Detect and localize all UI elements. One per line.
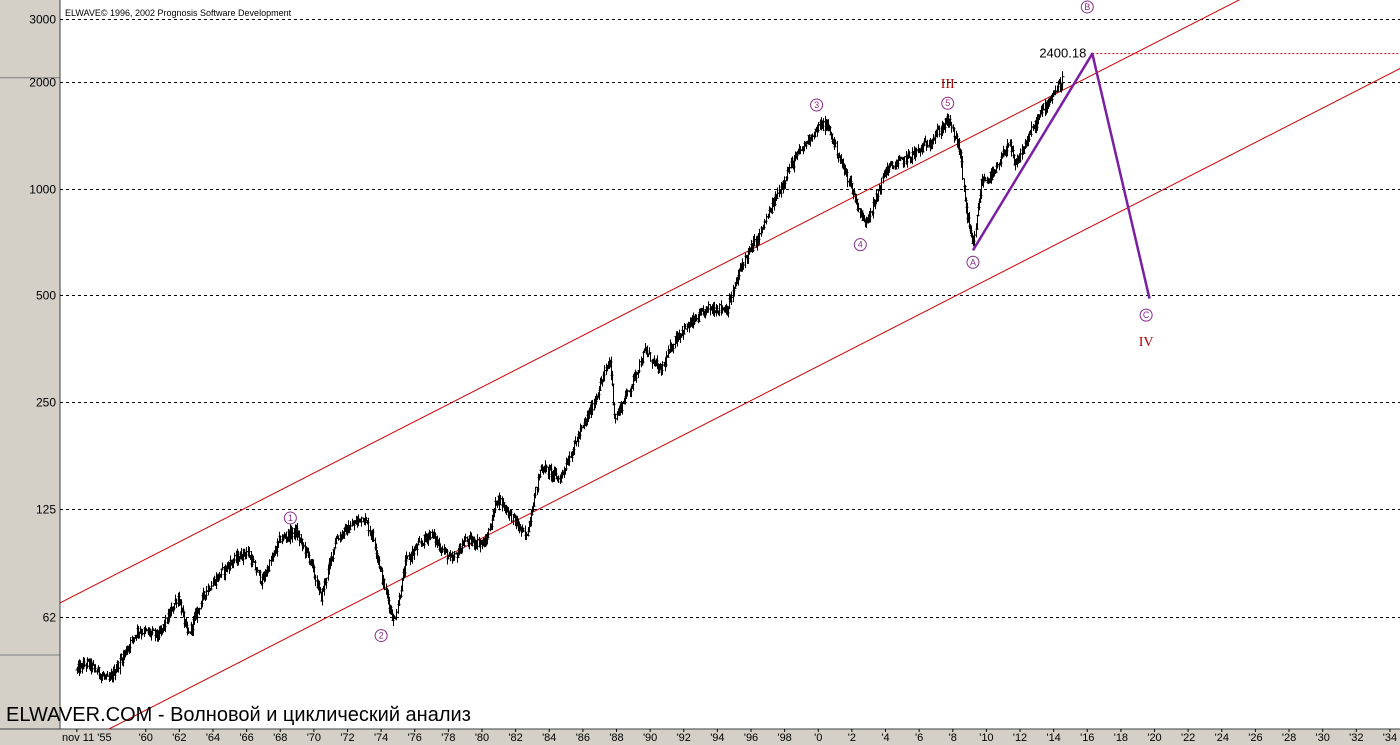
x-tick-label: '16 [1080, 732, 1094, 744]
wave-marker-4 [853, 238, 867, 252]
wave-marker-label-3: 3 [814, 100, 819, 110]
x-tick-label: '6 [915, 732, 923, 744]
x-tick-label: '70 [307, 732, 321, 744]
x-tick-label: '22 [1181, 732, 1195, 744]
x-tick-label: '24 [1215, 732, 1229, 744]
x-tick-label: '88 [609, 732, 623, 744]
x-tick-label: '32 [1349, 732, 1363, 744]
x-tick-label: '10 [979, 732, 993, 744]
channel-upper-line [60, 0, 1241, 604]
wave-marker-label-1: 1 [288, 513, 293, 523]
wave-marker-5 [941, 96, 955, 110]
x-tick-label: '28 [1282, 732, 1296, 744]
wave-marker-3 [810, 98, 824, 112]
x-tick-label: '20 [1147, 732, 1161, 744]
wave-marker-C [1139, 308, 1153, 322]
copyright-text: ELWAVE© 1996, 2002 Prognosis Software De… [65, 8, 292, 18]
x-tick-label: '78 [441, 732, 455, 744]
price-series [75, 71, 1065, 684]
x-tick-label: '72 [340, 732, 354, 744]
x-tick-label: '66 [239, 732, 253, 744]
footer-caption: ELWAVER.COM - Волновой и циклический ана… [6, 704, 471, 726]
wave-marker-A [966, 255, 980, 269]
y-tick-label-250: 250 [36, 396, 56, 410]
x-tick-label: '96 [744, 732, 758, 744]
wave-marker-label-2: 2 [379, 631, 384, 641]
y-tick-label-2000: 2000 [29, 76, 56, 90]
x-tick-label: '34 [1383, 732, 1397, 744]
x-tick-label: '92 [677, 732, 691, 744]
x-tick-label: '80 [475, 732, 489, 744]
y-tick-label-1000: 1000 [29, 183, 56, 197]
x-tick-label: '94 [710, 732, 724, 744]
wave-marker-label-4: 4 [858, 240, 863, 250]
wave-marker-label-B: B [1084, 2, 1090, 12]
x-tick-label: nov 11 '55 [62, 732, 112, 744]
x-tick-label: '86 [576, 732, 590, 744]
y-axis-panel [0, 0, 60, 729]
projection-path [971, 52, 1151, 299]
x-tick-label: '8 [949, 732, 957, 744]
wave-marker-B [1080, 0, 1094, 14]
x-tick-label: '4 [881, 732, 889, 744]
x-tick-label: '26 [1248, 732, 1262, 744]
x-tick-label: '84 [542, 732, 556, 744]
x-tick-label: '0 [814, 732, 822, 744]
x-tick-label: '12 [1013, 732, 1027, 744]
x-tick-label: '30 [1315, 732, 1329, 744]
x-tick-label: '82 [508, 732, 522, 744]
wave-marker-1 [283, 511, 297, 525]
x-tick-label: '18 [1114, 732, 1128, 744]
price-level-label: 2400.18 [1039, 46, 1086, 61]
x-tick-label: '60 [139, 732, 153, 744]
x-tick-label: '64 [206, 732, 220, 744]
plot-area[interactable] [60, 0, 1400, 729]
wave-marker-label-C: C [1143, 310, 1150, 320]
x-tick-label: '14 [1046, 732, 1060, 744]
x-axis-panel [0, 729, 1400, 745]
plot-layer: 2400.18 1 2 3 4 5 A B C III IV [60, 0, 1400, 729]
wave-degree-label-IV: IV [1139, 335, 1154, 350]
y-tick-label-62: 62 [43, 611, 57, 625]
x-tick-label: '68 [273, 732, 287, 744]
wave-marker-label-5: 5 [945, 98, 950, 108]
x-tick-label: '62 [172, 732, 186, 744]
x-tick-label: '76 [408, 732, 422, 744]
x-tick-label: '90 [643, 732, 657, 744]
channel-lower-line [107, 68, 1400, 729]
x-tick-label: '98 [777, 732, 791, 744]
y-tick-label-3000: 3000 [29, 13, 56, 27]
wave-marker-label-A: A [970, 257, 976, 267]
x-tick-label: '74 [374, 732, 388, 744]
wave-degree-label-III: III [941, 77, 955, 92]
y-tick-label-125: 125 [36, 503, 56, 517]
wave-marker-2 [374, 629, 388, 643]
y-tick-label-500: 500 [36, 289, 56, 303]
x-tick-label: '2 [848, 732, 856, 744]
